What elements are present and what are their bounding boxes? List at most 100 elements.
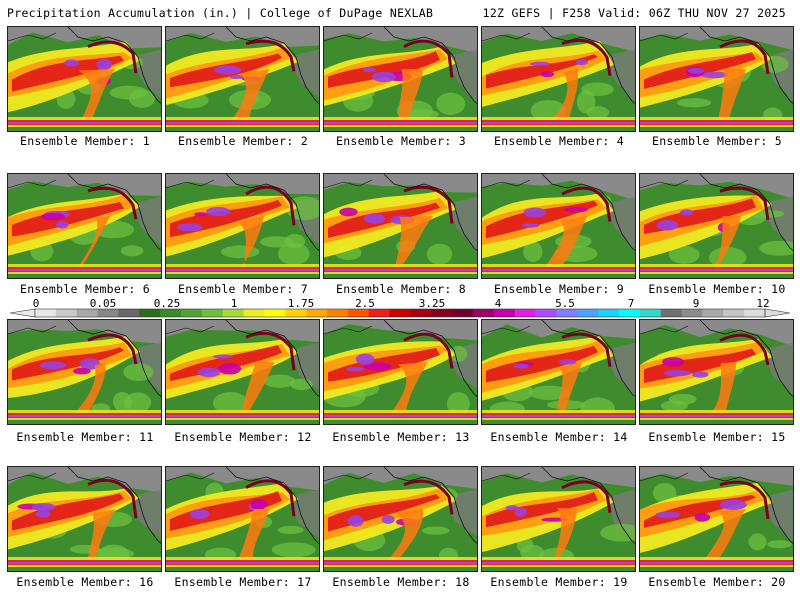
coastal-heavy-precip (87, 40, 138, 74)
tropical-band-purple (166, 269, 319, 271)
precip-band-south (717, 68, 747, 125)
coastline (225, 27, 319, 104)
precip-core-magenta (575, 59, 589, 66)
precip-band-red (12, 201, 124, 237)
coastal-heavy-precip (403, 39, 454, 78)
light-precip-patch (421, 526, 450, 535)
colorbar-swatch (118, 309, 140, 317)
coastline (541, 320, 635, 397)
precip-core-magenta (363, 362, 392, 371)
light-precip-patch (767, 540, 793, 549)
tropical-band-purple (640, 562, 793, 564)
light-precip-patch (446, 392, 470, 416)
light-precip-patch (263, 374, 296, 388)
land-gray (8, 174, 161, 196)
ensemble-member-caption: Ensemble Member: 11 (16, 430, 154, 444)
ensemble-map-panel (481, 319, 636, 425)
precip-core-magenta (96, 58, 112, 71)
ensemble-map-panel (165, 173, 320, 279)
tropical-band-purple (166, 415, 319, 417)
precip-core-magenta (40, 212, 65, 221)
precip-core-magenta (505, 505, 519, 511)
precip-core-magenta (523, 207, 547, 218)
coastal-heavy-precip (403, 479, 454, 515)
coastline (67, 174, 161, 251)
coastal-heavy-precip (87, 333, 138, 365)
colorbar-swatch (139, 309, 161, 317)
precip-core-magenta (514, 507, 527, 517)
tropical-band-purple (166, 122, 319, 124)
coastline-west (166, 325, 215, 335)
precip-core-magenta (73, 367, 91, 375)
land-gray (482, 467, 635, 488)
ensemble-map-panel (165, 26, 320, 132)
tropical-band-purple (166, 562, 319, 564)
colorbar-low-arrow (9, 308, 36, 318)
precip-core-magenta (218, 363, 242, 375)
precip-band-south (229, 69, 270, 125)
precip-core-magenta (559, 358, 577, 365)
precip-core-magenta (381, 515, 395, 524)
colorbar-swatch (264, 309, 286, 317)
ensemble-map-panel (323, 319, 478, 425)
coastline (225, 174, 319, 251)
colorbar-swatch (368, 309, 390, 317)
precip-core-magenta (719, 499, 747, 510)
land-gray (640, 320, 793, 347)
tropical-band-purple (324, 122, 477, 124)
light-precip-patch (109, 85, 148, 100)
precip-band-south (385, 509, 424, 565)
precip-band-south (76, 216, 111, 272)
colorbar-tick-label: 9 (692, 297, 700, 310)
coastline-west (8, 32, 57, 42)
colorbar-tick-label: 4 (494, 297, 502, 310)
ensemble-map-panel (639, 173, 794, 279)
precip-core-magenta (355, 353, 375, 365)
ensemble-member-caption: Ensemble Member: 5 (651, 134, 783, 148)
precip-band-south (389, 362, 429, 418)
coastline-west (482, 179, 531, 189)
coastal-heavy-precip (561, 332, 612, 367)
tropical-band-purple (8, 122, 161, 124)
land-gray-east (128, 489, 161, 540)
precip-band-south (708, 362, 737, 418)
light-precip-patch (277, 525, 304, 535)
coastal-heavy-precip (403, 185, 454, 224)
tropical-band-purple (324, 269, 477, 271)
precip-core-magenta (564, 206, 589, 213)
colorbar-tick-label: 0.05 (89, 297, 117, 310)
light-precip-patch (586, 106, 610, 119)
precip-core-magenta (529, 61, 550, 66)
coastal-heavy-precip (87, 186, 138, 220)
light-precip-patch (520, 544, 545, 561)
colorbar-tick-label: 5.5 (555, 297, 575, 310)
coastline (225, 467, 319, 544)
coastline (67, 27, 161, 104)
colorbar-swatch (97, 309, 119, 317)
coastal-heavy-precip (719, 39, 770, 75)
precip-core-magenta (197, 367, 221, 378)
ensemble-map-panel (481, 173, 636, 279)
ensemble-member-caption: Ensemble Member: 3 (335, 134, 467, 148)
chart-title: Precipitation Accumulation (in.) | Colle… (7, 6, 434, 20)
precip-core-magenta (339, 207, 358, 217)
ensemble-map-panel (7, 173, 162, 279)
light-precip-patch (271, 542, 316, 558)
coastal-heavy-precip (403, 332, 454, 369)
coastline-west (166, 472, 215, 482)
precip-core-magenta (205, 207, 231, 217)
precip-band-south (543, 216, 588, 272)
coastal-heavy-precip (245, 479, 296, 517)
precip-core-magenta (214, 65, 242, 75)
ensemble-map-panel (639, 26, 794, 132)
precip-band-south (87, 509, 116, 565)
colorbar-swatch (723, 309, 745, 317)
run-info: 12Z GEFS | F258 Valid: 06Z THU NOV 27 20… (482, 6, 786, 20)
precip-core-magenta (521, 223, 540, 228)
coastline (699, 174, 793, 251)
coastline-west (640, 472, 689, 482)
light-precip-patch (668, 393, 697, 405)
colorbar-swatch (285, 309, 307, 317)
coastline (383, 320, 477, 397)
precip-band-south (703, 509, 747, 565)
